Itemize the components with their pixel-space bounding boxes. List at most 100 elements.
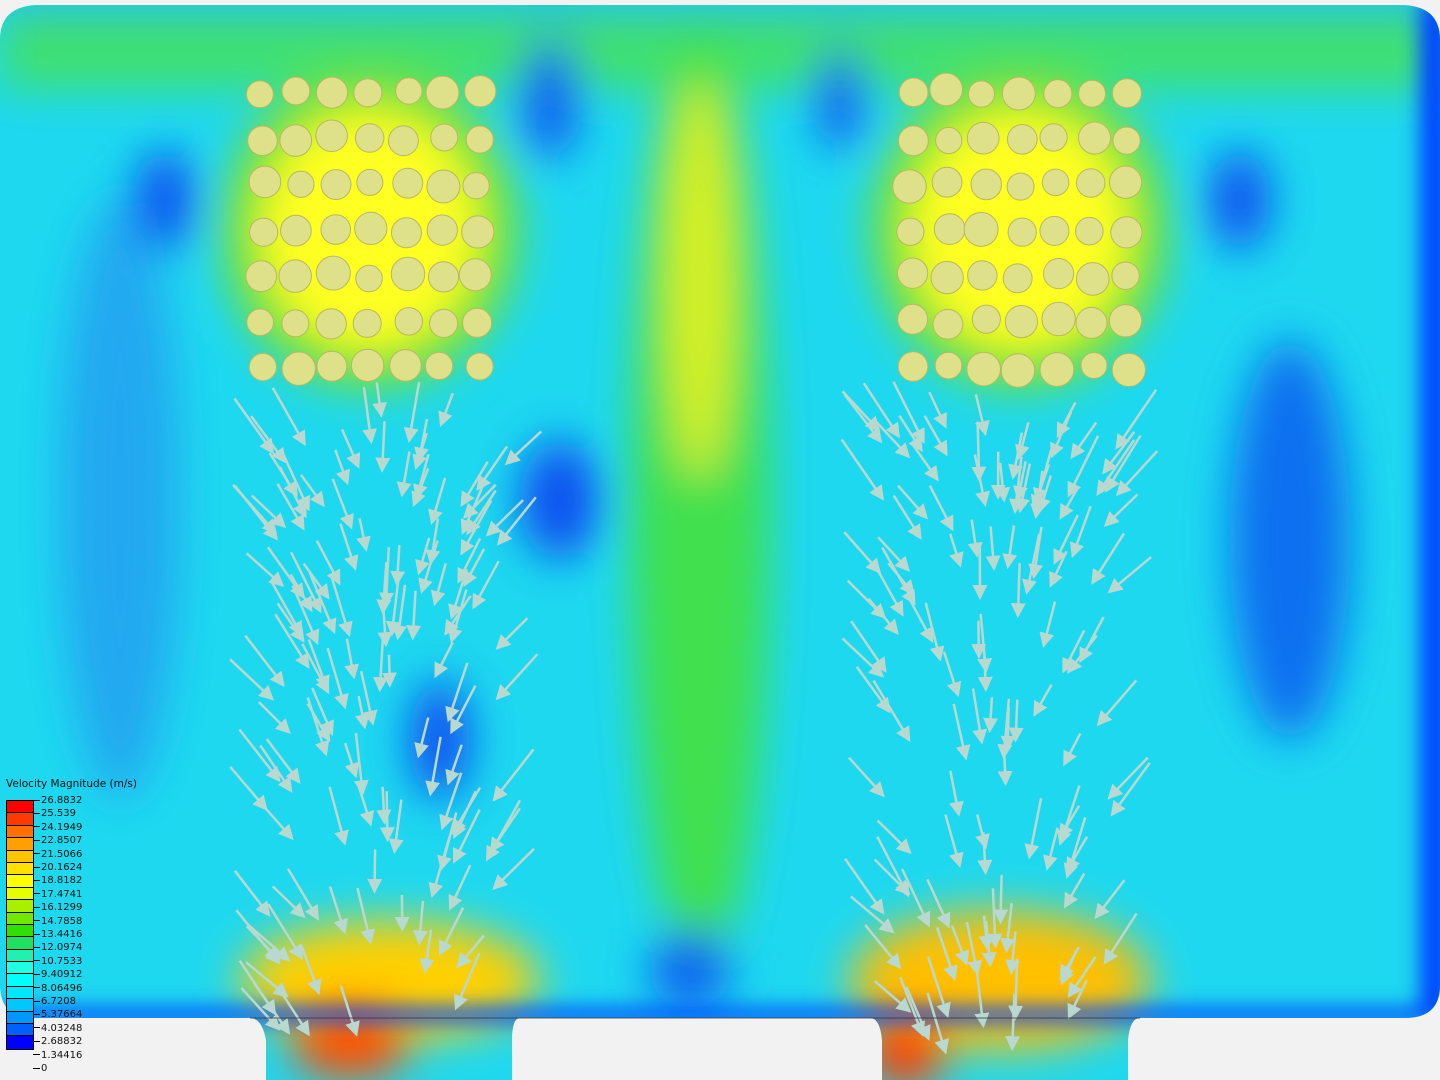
vector-sphere [461, 215, 495, 249]
velocity-arrow [971, 688, 988, 745]
vector-sphere [394, 307, 424, 336]
vector-sphere [930, 260, 964, 295]
velocity-arrow [444, 595, 472, 636]
vector-sphere [249, 217, 279, 247]
velocity-arrow [923, 415, 948, 457]
vector-sphere [315, 76, 349, 109]
velocity-arrow [1013, 460, 1028, 502]
velocity-arrow [1115, 388, 1158, 450]
legend-tick-label: 24.1949 [33, 822, 82, 833]
vector-sphere [1002, 263, 1033, 294]
velocity-arrow [997, 744, 1013, 787]
velocity-arrow [267, 903, 304, 961]
velocity-arrow [367, 849, 383, 894]
vector-sphere [1108, 165, 1143, 199]
velocity-arrow [847, 756, 885, 798]
velocity-arrow [489, 807, 521, 853]
velocity-arrow [245, 552, 285, 587]
velocity-arrow [331, 478, 354, 530]
vector-sphere [350, 348, 385, 382]
velocity-arrow [452, 809, 481, 864]
velocity-arrow [987, 888, 1003, 949]
vector-sphere [929, 72, 964, 107]
velocity-arrow [286, 867, 320, 921]
vector-sphere [897, 303, 929, 335]
velocity-arrow [887, 562, 915, 596]
velocity-arrow [388, 799, 404, 855]
velocity-arrow [872, 679, 911, 743]
vector-sphere [1041, 168, 1070, 197]
legend-tick-label: 9.40912 [33, 970, 82, 980]
velocity-arrow [412, 432, 428, 471]
legend-tick-label: 1.34416 [33, 1050, 82, 1061]
velocity-arrow [1005, 931, 1021, 975]
velocity-arrow [307, 638, 330, 691]
vector-sphere [1039, 352, 1075, 387]
velocity-arrow [315, 540, 341, 586]
velocity-arrow [463, 548, 486, 587]
legend-band [7, 962, 33, 975]
velocity-arrow [238, 728, 281, 783]
velocity-arrow [1063, 732, 1082, 767]
velocity-arrow [935, 927, 958, 981]
velocity-arrow [262, 805, 294, 841]
velocity-arrow [299, 474, 325, 508]
vector-sphere [931, 166, 963, 198]
velocity-arrow [967, 519, 983, 558]
vector-sphere [320, 169, 352, 201]
velocity-arrow [240, 987, 281, 1031]
legend-tick-label: 13.4416 [33, 930, 82, 940]
legend-tick-label: 16.1299 [33, 903, 82, 913]
velocity-arrow [271, 387, 306, 447]
velocity-arrow [266, 546, 305, 599]
vector-sphere [248, 165, 282, 199]
velocity-arrow [492, 847, 535, 891]
vector-sphere [316, 350, 348, 382]
velocity-arrow [876, 819, 912, 855]
vector-sphere [278, 259, 312, 293]
velocity-arrow [1005, 993, 1021, 1052]
color-bar [6, 800, 34, 1050]
velocity-arrow [375, 421, 391, 473]
velocity-arrow [905, 593, 934, 644]
vector-sphere [429, 308, 459, 338]
vector-sphere [1076, 168, 1106, 198]
vector-sphere [426, 214, 458, 246]
velocity-arrow [343, 742, 360, 779]
vector-sphere [898, 77, 929, 108]
velocity-arrow [247, 924, 291, 962]
velocity-arrow [376, 786, 392, 825]
vector-sphere [1043, 79, 1073, 109]
velocity-arrow [1070, 421, 1098, 460]
velocity-arrow [1103, 493, 1139, 527]
vector-sphere [892, 169, 927, 204]
vector-sphere [280, 214, 312, 247]
vector-sphere [430, 123, 459, 152]
vector-sphere [932, 308, 964, 340]
velocity-arrow [1062, 629, 1086, 674]
vector-sphere [1075, 216, 1104, 246]
velocity-arrow [300, 944, 322, 995]
vector-sphere [1000, 353, 1036, 388]
vector-sphere [1111, 78, 1142, 109]
velocity-arrow [993, 874, 1009, 925]
velocity-arrow [504, 430, 543, 466]
velocity-arrow [1091, 532, 1126, 585]
legend-tick-label: 20.1624 [33, 863, 82, 873]
velocity-arrow [926, 992, 950, 1055]
legend-tick-label: 10.7533 [33, 956, 82, 967]
legend-band [7, 986, 33, 1000]
velocity-arrow [928, 391, 947, 429]
velocity-arrow [1105, 434, 1142, 493]
vector-sphere [352, 308, 382, 338]
legend-tick-label: 25.539 [33, 809, 76, 819]
velocity-arrow [1115, 450, 1159, 497]
velocity-arrow [344, 638, 360, 680]
velocity-arrow [396, 451, 412, 498]
vector-sphere [245, 80, 274, 109]
vector-sphere [1039, 123, 1068, 152]
vector-sphere [425, 75, 460, 110]
velocity-arrow [359, 671, 378, 726]
velocity-arrow [977, 832, 993, 875]
